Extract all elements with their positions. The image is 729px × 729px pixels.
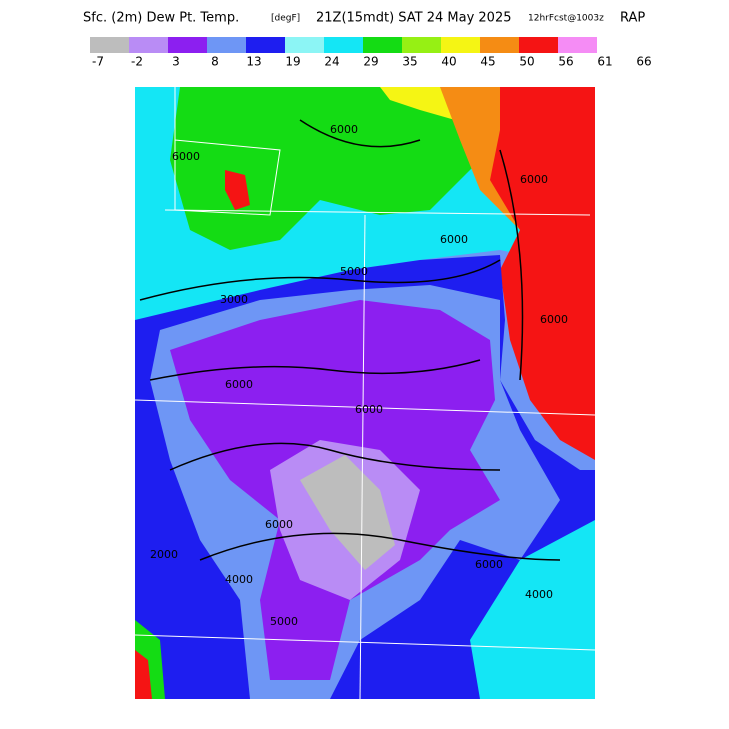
legend-label: 8 [211, 55, 219, 69]
legend-label: -7 [92, 55, 104, 69]
units: [degF] [271, 14, 300, 24]
legend-label: 19 [285, 55, 300, 69]
legend-swatch [519, 37, 558, 53]
contour-label: 6000 [225, 378, 253, 391]
legend-label: 35 [402, 55, 417, 69]
valid-time: 21Z(15mdt) SAT 24 May 2025 [316, 11, 512, 26]
contour-label: 6000 [330, 123, 358, 136]
contour-label: 5000 [340, 265, 368, 278]
state-borders [134, 87, 596, 701]
legend-swatch [90, 37, 129, 53]
legend-swatch [480, 37, 519, 53]
contour-label: 5000 [270, 615, 298, 628]
legend-swatch [246, 37, 285, 53]
terrain-contours [139, 119, 561, 561]
legend-label: 56 [558, 55, 573, 69]
legend-label: -2 [131, 55, 143, 69]
region-green [170, 87, 480, 250]
legend: -7 -2 3 8 13 19 24 29 35 40 45 50 56 61 66 [90, 37, 652, 69]
legend-label: 50 [519, 55, 534, 69]
legend-label: 45 [480, 55, 495, 69]
legend-swatch [129, 37, 168, 53]
contour-label: 4000 [525, 588, 553, 601]
region-gray [300, 455, 395, 570]
legend-swatch [558, 37, 597, 53]
legend-swatch [441, 37, 480, 53]
legend-swatch [324, 37, 363, 53]
legend-label: 66 [636, 55, 651, 69]
contour-label: 2000 [150, 548, 178, 561]
region-cyan-se [470, 520, 595, 699]
legend-label: 13 [246, 55, 261, 69]
contour-label: 6000 [520, 173, 548, 186]
map: 6000 6000 6000 6000 5000 6000 3000 6000 … [134, 87, 596, 701]
region-red-sw [135, 650, 152, 699]
legend-swatch [402, 37, 441, 53]
title: Sfc. (2m) Dew Pt. Temp. [83, 11, 239, 26]
model: RAP [620, 11, 645, 26]
legend-label: 40 [441, 55, 456, 69]
contour-label: 6000 [440, 233, 468, 246]
contour-label: 6000 [172, 150, 200, 163]
legend-swatch [168, 37, 207, 53]
legend-swatch [285, 37, 324, 53]
forecast: 12hrFcst@1003z [528, 14, 604, 24]
legend-label: 61 [597, 55, 612, 69]
contour-label: 6000 [475, 558, 503, 571]
legend-label: 3 [172, 55, 180, 69]
contour-label: 3000 [220, 293, 248, 306]
legend-label: 24 [324, 55, 339, 69]
legend-swatch [207, 37, 246, 53]
legend-label: 29 [363, 55, 378, 69]
contour-label: 6000 [355, 403, 383, 416]
spot-red [225, 170, 250, 210]
region-red [490, 87, 595, 460]
contour-label: 6000 [265, 518, 293, 531]
legend-swatch [363, 37, 402, 53]
contour-label: 4000 [225, 573, 253, 586]
contour-label: 6000 [540, 313, 568, 326]
